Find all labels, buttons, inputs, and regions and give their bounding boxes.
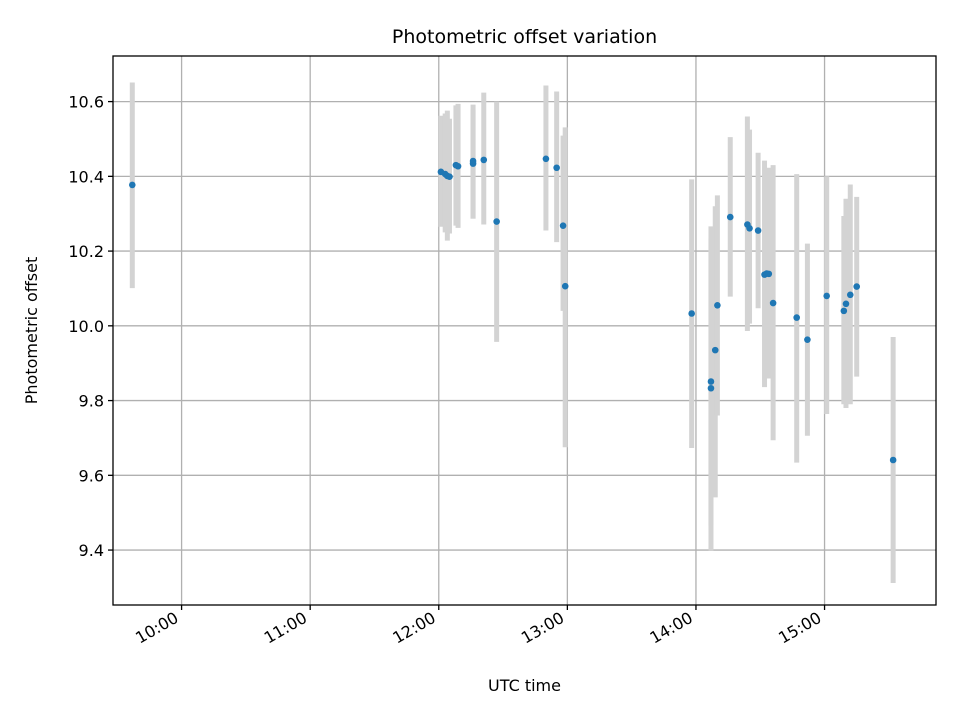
data-point — [726, 213, 734, 221]
data-point — [469, 160, 477, 167]
data-point — [842, 300, 850, 308]
data-point — [707, 384, 715, 392]
data-point — [765, 270, 773, 278]
chart-title: Photometric offset variation — [392, 26, 657, 48]
y-tick-label: 9.6 — [79, 466, 104, 485]
y-tick-label: 10.0 — [68, 317, 104, 336]
data-point — [480, 156, 488, 164]
data-point — [553, 164, 560, 172]
data-point — [853, 283, 861, 290]
data-point — [889, 456, 897, 464]
data-point — [454, 162, 462, 170]
x-axis-label: UTC time — [488, 676, 561, 695]
data-point — [714, 301, 721, 309]
data-point — [793, 314, 800, 321]
data-point — [840, 307, 848, 315]
data-point — [559, 222, 567, 229]
data-points — [128, 155, 897, 464]
data-point — [688, 310, 695, 317]
data-point — [707, 378, 715, 385]
data-point — [823, 292, 830, 300]
y-tick-label: 10.6 — [68, 93, 104, 112]
data-point — [128, 181, 136, 189]
data-point — [561, 282, 569, 290]
y-tick-label: 10.2 — [68, 242, 104, 261]
data-point — [746, 224, 753, 232]
data-point — [446, 173, 453, 181]
data-point — [804, 336, 811, 343]
y-tick-label: 9.4 — [79, 541, 104, 560]
data-point — [542, 155, 550, 163]
y-axis-label: Photometric offset — [22, 257, 41, 405]
y-tick-label: 9.8 — [79, 392, 104, 411]
plot-frame — [112, 55, 937, 606]
data-point — [846, 291, 854, 299]
data-point — [754, 227, 762, 234]
y-tick-label: 10.4 — [68, 167, 104, 186]
data-point — [711, 346, 719, 354]
data-point — [493, 218, 500, 225]
data-point — [769, 299, 777, 307]
